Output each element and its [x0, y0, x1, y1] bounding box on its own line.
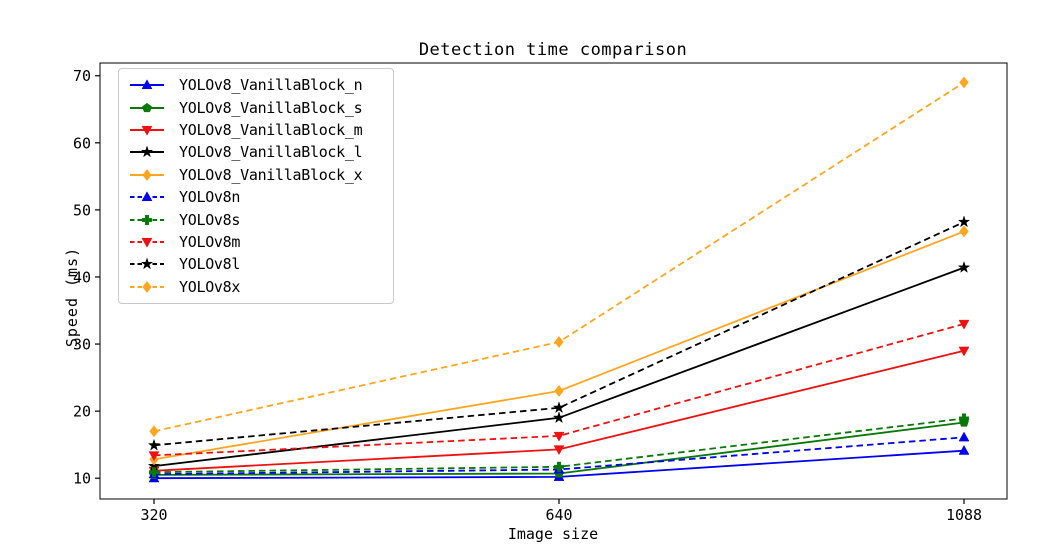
legend-label: YOLOv8l — [179, 255, 241, 274]
triangle-down-marker-YOLOv8_VanillaBlock_m — [553, 445, 565, 456]
legend-item-YOLOv8_VanillaBlock_n: YOLOv8_VanillaBlock_n — [129, 74, 389, 96]
plus-marker-YOLOv8s — [553, 461, 565, 472]
triangle-down-marker-YOLOv8m — [148, 451, 160, 462]
triangle-up-icon — [141, 191, 153, 202]
star-icon — [140, 257, 154, 270]
legend-item-YOLOv8l: YOLOv8l — [129, 253, 389, 275]
triangle-up-marker-YOLOv8_VanillaBlock_n — [958, 444, 970, 455]
series-line-YOLOv8l — [153, 221, 965, 447]
legend-swatch-YOLOv8m — [130, 237, 164, 248]
legend-item-YOLOv8s: YOLOv8s — [129, 209, 389, 231]
legend-label: YOLOv8_VanillaBlock_x — [179, 165, 363, 184]
y-tick-label: 60 — [73, 134, 91, 152]
x-tick-label: 320 — [140, 506, 167, 524]
legend-label: YOLOv8_VanillaBlock_l — [179, 143, 363, 162]
legend-item-YOLOv8n: YOLOv8n — [129, 186, 389, 208]
legend-label: YOLOv8x — [179, 277, 241, 296]
star-marker-YOLOv8_VanillaBlock_l — [552, 411, 566, 424]
legend-swatch-YOLOv8_VanillaBlock_m — [130, 125, 164, 136]
y-tick-label: 40 — [73, 268, 91, 286]
y-tick-label: 10 — [73, 470, 91, 488]
triangle-up-icon — [141, 79, 153, 90]
legend-item-YOLOv8_VanillaBlock_m: YOLOv8_VanillaBlock_m — [129, 119, 389, 141]
x-tick-label: 640 — [545, 506, 572, 524]
diamond-marker-YOLOv8x — [554, 336, 564, 349]
legend-swatch-YOLOv8_VanillaBlock_s — [130, 102, 164, 112]
pentagon-icon — [142, 102, 152, 112]
triangle-down-marker-YOLOv8_VanillaBlock_m — [958, 346, 970, 357]
triangle-down-icon — [141, 237, 153, 248]
triangle-up-marker-YOLOv8n — [958, 431, 970, 442]
legend-label: YOLOv8n — [179, 188, 241, 207]
diamond-marker-YOLOv8x — [149, 425, 159, 438]
legend-label: YOLOv8_VanillaBlock_s — [179, 98, 363, 117]
plus-marker-YOLOv8s — [958, 413, 970, 424]
triangle-down-icon — [141, 125, 153, 136]
legend-swatch-YOLOv8x — [130, 280, 164, 293]
legend-item-YOLOv8_VanillaBlock_x: YOLOv8_VanillaBlock_x — [129, 164, 389, 186]
diamond-marker-YOLOv8_VanillaBlock_x — [959, 225, 969, 238]
chart-title: Detection time comparison — [418, 40, 688, 60]
legend: YOLOv8_VanillaBlock_n YOLOv8_VanillaBlock… — [118, 68, 394, 304]
diamond-marker-YOLOv8x — [959, 76, 969, 89]
diamond-icon — [142, 168, 152, 181]
legend-item-YOLOv8m: YOLOv8m — [129, 231, 389, 253]
diamond-marker-YOLOv8_VanillaBlock_x — [554, 385, 564, 398]
legend-label: YOLOv8m — [179, 232, 241, 251]
x-axis-label: Image size — [507, 525, 599, 543]
legend-item-YOLOv8x: YOLOv8x — [129, 276, 389, 298]
x-tick-label: 1088 — [946, 506, 982, 524]
star-icon — [140, 145, 154, 158]
legend-item-YOLOv8_VanillaBlock_l: YOLOv8_VanillaBlock_l — [129, 141, 389, 163]
legend-swatch-YOLOv8s — [130, 214, 164, 225]
y-tick-label: 70 — [73, 67, 91, 85]
legend-swatch-YOLOv8_VanillaBlock_l — [130, 145, 164, 158]
star-marker-YOLOv8l — [957, 215, 971, 228]
y-tick-label: 20 — [73, 403, 91, 421]
star-marker-YOLOv8_VanillaBlock_l — [957, 260, 971, 273]
star-marker-YOLOv8l — [147, 438, 161, 451]
y-tick-label: 50 — [73, 201, 91, 219]
y-tick-label: 30 — [73, 336, 91, 354]
legend-label: YOLOv8_VanillaBlock_m — [179, 120, 363, 139]
plot-border — [99, 62, 1008, 500]
legend-item-YOLOv8_VanillaBlock_s: YOLOv8_VanillaBlock_s — [129, 97, 389, 119]
triangle-down-marker-YOLOv8m — [553, 431, 565, 442]
legend-label: YOLOv8s — [179, 210, 241, 229]
legend-swatch-YOLOv8l — [130, 257, 164, 270]
triangle-down-marker-YOLOv8m — [958, 319, 970, 330]
star-marker-YOLOv8l — [552, 401, 566, 414]
legend-swatch-YOLOv8n — [130, 191, 164, 202]
legend-swatch-YOLOv8_VanillaBlock_x — [130, 168, 164, 181]
diamond-icon — [142, 280, 152, 293]
legend-swatch-YOLOv8_VanillaBlock_n — [130, 79, 164, 90]
plus-icon — [141, 214, 153, 225]
plus-marker-YOLOv8s — [148, 467, 160, 478]
legend-label: YOLOv8_VanillaBlock_n — [179, 76, 363, 95]
